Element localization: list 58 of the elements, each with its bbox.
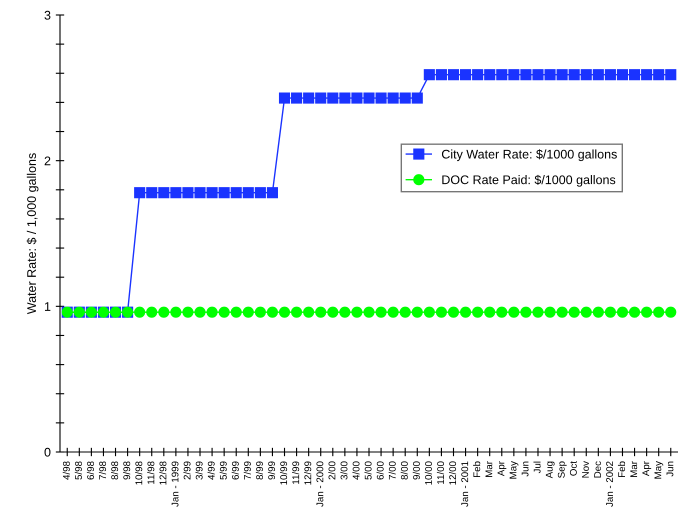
x-tick-label: 3/00: [340, 461, 348, 480]
y-tick-label: 2: [44, 156, 50, 166]
x-tick-label: 8/98: [110, 461, 118, 480]
x-tick-label: 6/00: [376, 461, 384, 480]
x-tick-label: Dec: [594, 461, 601, 478]
y-axis-title: Water Rate: $ / 1,000 gallons: [26, 153, 38, 314]
x-tick-label: Mar: [630, 461, 638, 477]
x-tick-label: May: [510, 461, 518, 479]
x-tick-label: Feb: [618, 461, 626, 477]
x-tick-label: 10/99: [280, 461, 288, 485]
x-tick-label: Apr: [642, 461, 652, 476]
x-tick-label: 11/99: [292, 461, 300, 484]
x-tick-label: 12/99: [304, 461, 312, 485]
x-tick-label: 7/00: [388, 461, 396, 480]
x-tick-label: Mar: [486, 461, 492, 477]
x-tick-label: 11/98: [147, 461, 154, 484]
x-tick-label: 5/00: [364, 461, 372, 480]
x-tick-label: Apr: [498, 461, 506, 476]
x-tick-label: 9/99: [268, 461, 276, 480]
x-tick-label: Jan - 2002: [606, 462, 614, 507]
x-tick-label: 4/98: [62, 461, 70, 480]
x-tick-label: 3/99: [195, 461, 203, 480]
x-tick-label: Nov: [582, 461, 589, 478]
y-tick-label: 0: [44, 448, 50, 457]
legend-label: City Water Rate: $/1000 gallons: [442, 149, 617, 162]
x-tick-label: 6/99: [232, 461, 239, 480]
x-tick-label: 2/00: [328, 461, 336, 480]
x-tick-label: 2/99: [183, 461, 191, 480]
x-tick-label: 9/98: [123, 461, 130, 480]
x-tick-label: Jan - 1999: [172, 461, 178, 507]
x-tick-label: 8/00: [400, 461, 408, 480]
x-tick-label: 7/99: [244, 461, 251, 480]
x-tick-label: Jan - 2000: [316, 461, 324, 507]
x-tick-label: Jan - 2001: [461, 462, 468, 507]
y-tick-label: 3: [44, 10, 50, 20]
x-tick-label: 8/99: [256, 461, 263, 480]
x-tick-label: 12/98: [159, 461, 166, 485]
x-tick-label: 10/98: [135, 461, 142, 485]
x-tick-label: May: [654, 461, 664, 479]
x-tick-label: 4/99: [208, 461, 215, 480]
x-tick-label: Jul: [533, 462, 541, 474]
y-tick-label: 1: [44, 302, 50, 311]
x-tick-label: Oct: [570, 461, 577, 476]
x-tick-label: 11/00: [436, 461, 444, 484]
legend-label: DOC Rate Paid: $/1000 gallons: [442, 174, 616, 187]
x-tick-label: 7/98: [98, 461, 106, 480]
x-tick-label: 5/99: [220, 461, 227, 480]
x-tick-label: Jun: [522, 462, 529, 477]
x-tick-label: Sep: [558, 461, 567, 478]
x-tick-label: Aug: [546, 462, 555, 478]
x-tick-label: Jun: [666, 462, 674, 477]
x-tick-label: 6/98: [86, 461, 94, 480]
x-tick-label: 12/00: [448, 461, 456, 485]
x-tick-label: Feb: [473, 461, 480, 477]
x-tick-label: 5/98: [74, 461, 82, 480]
x-tick-label: 9/00: [412, 461, 420, 480]
x-tick-label: 10/00: [424, 461, 432, 485]
x-tick-label: 4/00: [352, 461, 360, 480]
